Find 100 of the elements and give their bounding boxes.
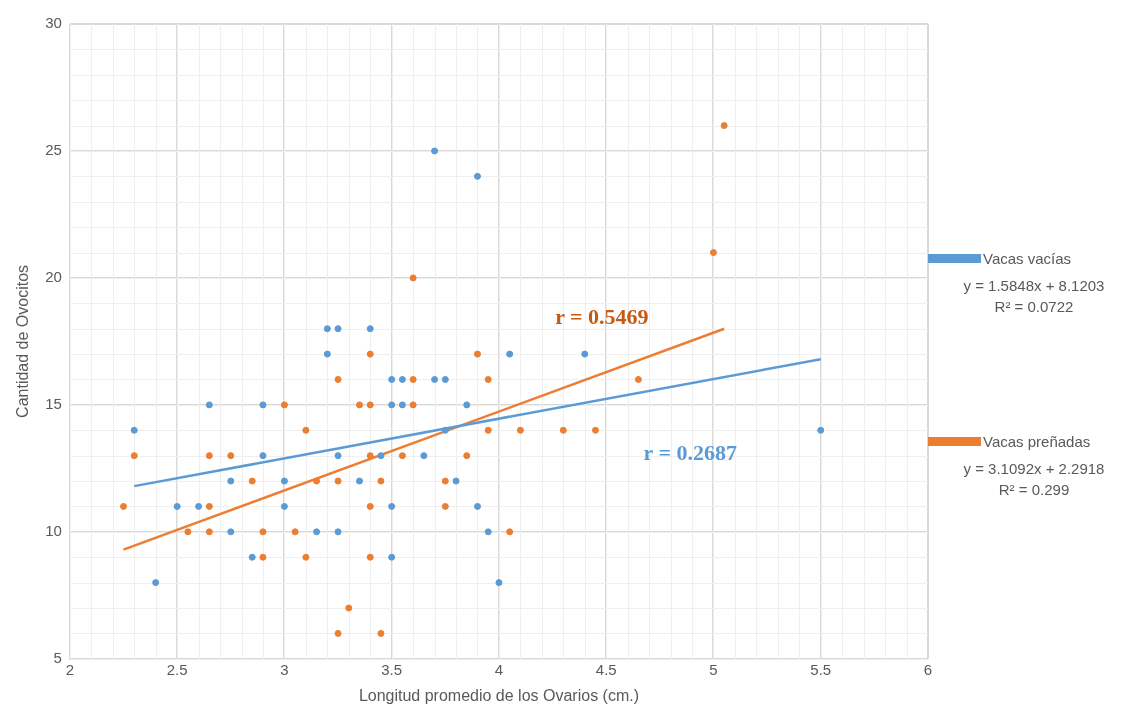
point — [559, 426, 567, 434]
point — [484, 528, 492, 536]
point — [366, 452, 374, 460]
point — [591, 426, 599, 434]
point — [398, 401, 406, 409]
point — [227, 452, 235, 460]
point — [452, 477, 460, 485]
y-tick-label: 30 — [45, 14, 62, 32]
point — [205, 502, 213, 510]
point — [431, 147, 439, 155]
point — [377, 629, 385, 637]
point — [506, 350, 514, 358]
point — [473, 502, 481, 510]
x-tick-label: 6 — [923, 660, 933, 678]
point — [409, 401, 417, 409]
point — [366, 502, 374, 510]
point — [473, 172, 481, 180]
point — [817, 426, 825, 434]
y-tick-label: 20 — [45, 268, 62, 286]
point — [334, 452, 342, 460]
point — [409, 375, 417, 383]
point — [420, 452, 428, 460]
point — [280, 502, 288, 510]
point — [345, 604, 353, 612]
point — [431, 375, 439, 383]
point — [506, 528, 514, 536]
point — [441, 426, 449, 434]
point — [334, 528, 342, 536]
point — [280, 401, 288, 409]
x-tick-label: 4 — [494, 660, 504, 678]
text: R² = 0.299 — [997, 480, 1071, 500]
point — [366, 401, 374, 409]
point — [366, 325, 374, 333]
x-tick-label: 4.5 — [595, 660, 617, 678]
point — [720, 122, 728, 130]
point — [302, 553, 310, 561]
point — [173, 502, 181, 510]
point — [388, 502, 396, 510]
point — [581, 350, 589, 358]
x-tick-label: 2 — [65, 660, 75, 678]
point — [441, 477, 449, 485]
point — [280, 477, 288, 485]
point — [227, 528, 235, 536]
point — [377, 452, 385, 460]
point — [323, 325, 331, 333]
x-tick-label: 3.5 — [381, 660, 403, 678]
point — [184, 528, 192, 536]
point — [227, 477, 235, 485]
point — [259, 401, 267, 409]
point — [302, 426, 310, 434]
point — [259, 528, 267, 536]
x-tick-label: 3 — [280, 660, 289, 678]
point — [463, 401, 471, 409]
point — [334, 477, 342, 485]
point — [388, 375, 396, 383]
point — [152, 579, 160, 587]
point — [248, 553, 256, 561]
annotation: r = 0.2687 — [643, 440, 738, 466]
point — [398, 452, 406, 460]
point — [516, 426, 524, 434]
point — [130, 426, 138, 434]
y-axis-title: Cantidad de Ovocitos — [14, 264, 32, 418]
text: y = 3.1092x + 2.2918 — [962, 459, 1106, 479]
point — [323, 350, 331, 358]
point — [398, 375, 406, 383]
point — [409, 274, 417, 282]
legend-label: Vacas preñadas — [983, 433, 1091, 450]
point — [313, 528, 321, 536]
point — [248, 477, 256, 485]
point — [205, 401, 213, 409]
y-tick-label: 10 — [45, 521, 62, 539]
point — [709, 249, 717, 257]
point — [130, 452, 138, 460]
point — [195, 502, 203, 510]
point — [205, 528, 213, 536]
x-axis-title: Longitud promedio de los Ovarios (cm.) — [358, 686, 639, 704]
point — [334, 629, 342, 637]
point — [205, 452, 213, 460]
y-tick-label: 5 — [53, 648, 62, 666]
point — [366, 553, 374, 561]
point — [291, 528, 299, 536]
legend-label: Vacas vacías — [983, 250, 1072, 267]
text: R² = 0.0722 — [993, 297, 1075, 317]
point — [473, 350, 481, 358]
point — [366, 350, 374, 358]
x-tick-label: 5.5 — [810, 660, 832, 678]
point — [484, 375, 492, 383]
point — [388, 553, 396, 561]
point — [484, 426, 492, 434]
y-tick-label: 15 — [45, 395, 62, 413]
point — [634, 375, 642, 383]
point — [313, 477, 321, 485]
point — [259, 452, 267, 460]
point — [356, 477, 363, 485]
text: y = 1.5848x + 8.1203 — [962, 276, 1106, 296]
point — [334, 375, 342, 383]
point — [495, 579, 503, 587]
point — [441, 502, 449, 510]
point — [463, 452, 471, 460]
point — [441, 375, 449, 383]
